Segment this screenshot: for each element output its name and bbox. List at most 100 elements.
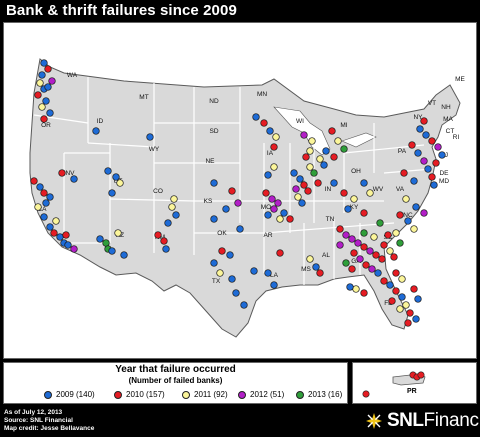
failure-marker (298, 199, 306, 207)
failure-marker (336, 241, 344, 249)
failure-marker (116, 179, 124, 187)
state-label-pa: PA (398, 148, 407, 155)
failure-marker (322, 147, 330, 155)
failure-marker (380, 241, 388, 249)
failure-marker (274, 199, 282, 207)
failure-marker (344, 205, 352, 213)
failure-marker (430, 181, 438, 189)
legend-label-2010: 2010 (157) (126, 390, 165, 399)
failure-marker (114, 229, 122, 237)
failure-marker (210, 215, 218, 223)
failure-marker (70, 175, 78, 183)
failure-marker (58, 169, 66, 177)
failure-marker (312, 263, 320, 271)
state-label-fl: FL (384, 300, 392, 307)
state-label-mt: MT (139, 94, 148, 101)
brand-logo: SNL Financial (365, 410, 480, 432)
failure-marker (292, 185, 300, 193)
failure-marker (102, 239, 110, 247)
failure-marker (410, 285, 418, 293)
state-label-mi: MI (340, 122, 347, 129)
failure-marker (276, 249, 284, 257)
failure-marker (44, 65, 52, 73)
failure-marker (406, 309, 414, 317)
failure-marker (434, 143, 442, 151)
failure-marker (286, 215, 294, 223)
credit-line: Map credit: Jesse Bellavance (4, 425, 95, 432)
legend-swatch-2012 (238, 390, 246, 399)
source-line: Source: SNL Financial (4, 417, 73, 424)
failure-marker (302, 153, 310, 161)
state-label-ia: IA (267, 150, 274, 157)
failure-marker (40, 59, 48, 67)
failure-marker (424, 165, 432, 173)
failure-marker (354, 239, 362, 247)
failure-marker (236, 225, 244, 233)
state-label-mo: MO (261, 204, 271, 211)
failure-marker (300, 181, 308, 189)
failure-marker (268, 195, 276, 203)
legend-item-2012: 2012 (51) (238, 390, 296, 399)
failure-marker (218, 247, 226, 255)
state-label-vt: VT (428, 100, 436, 107)
legend-swatch-2009 (44, 390, 52, 399)
failure-marker (270, 163, 278, 171)
legend-item-2011: 2011 (92) (182, 390, 238, 399)
failure-marker (396, 211, 404, 219)
state-label-ks: KS (204, 198, 213, 205)
failure-marker (412, 203, 420, 211)
failure-marker (386, 247, 394, 255)
failure-marker (262, 189, 270, 197)
failure-marker (56, 233, 64, 241)
failure-marker (240, 301, 248, 309)
legend-swatch-2013 (296, 390, 304, 399)
failure-marker (420, 157, 428, 165)
state-label-tx: TX (212, 278, 221, 285)
failure-marker (112, 173, 120, 181)
failure-marker (374, 269, 382, 277)
failure-marker (414, 149, 422, 157)
failure-marker (316, 269, 324, 277)
failure-marker (360, 229, 368, 237)
failure-marker (264, 171, 272, 179)
failure-marker (320, 161, 328, 169)
failure-marker (270, 205, 278, 213)
failure-marker (234, 199, 242, 207)
failure-marker (340, 189, 348, 197)
failure-marker (402, 301, 410, 309)
state-label-id: ID (97, 118, 104, 125)
failure-marker (384, 231, 392, 239)
failure-marker (336, 225, 344, 233)
failure-marker (356, 255, 364, 263)
failure-marker (216, 269, 224, 277)
failure-marker (232, 289, 240, 297)
state-label-ri: RI (453, 134, 460, 141)
failure-marker (402, 195, 410, 203)
legend-items: 2009 (140) 2010 (157) 2011 (92) 2012 (51… (44, 390, 350, 399)
state-label-va: VA (396, 186, 405, 193)
failure-marker (390, 253, 398, 261)
state-label-ca: CA (37, 206, 47, 213)
failure-marker (46, 223, 54, 231)
brand-light: Financial (423, 410, 480, 431)
failure-marker (350, 249, 358, 257)
failure-marker (304, 187, 312, 195)
failure-marker (308, 137, 316, 145)
state-label-or: OR (41, 122, 51, 129)
failure-marker (306, 163, 314, 171)
state-label-md: MD (439, 178, 449, 185)
state-label-al: AL (322, 252, 330, 259)
failure-marker (340, 145, 348, 153)
failure-marker (392, 287, 400, 295)
failure-marker (266, 127, 274, 135)
failure-marker (410, 177, 418, 185)
failure-marker (408, 141, 416, 149)
failure-marker (350, 195, 358, 203)
failure-marker (400, 169, 408, 177)
state-label-tn: TN (326, 216, 335, 223)
state-label-me: ME (455, 76, 465, 83)
failure-marker (372, 251, 380, 259)
failure-marker (30, 177, 38, 185)
failure-marker (170, 195, 178, 203)
legend-label-2009: 2009 (140) (56, 390, 95, 399)
